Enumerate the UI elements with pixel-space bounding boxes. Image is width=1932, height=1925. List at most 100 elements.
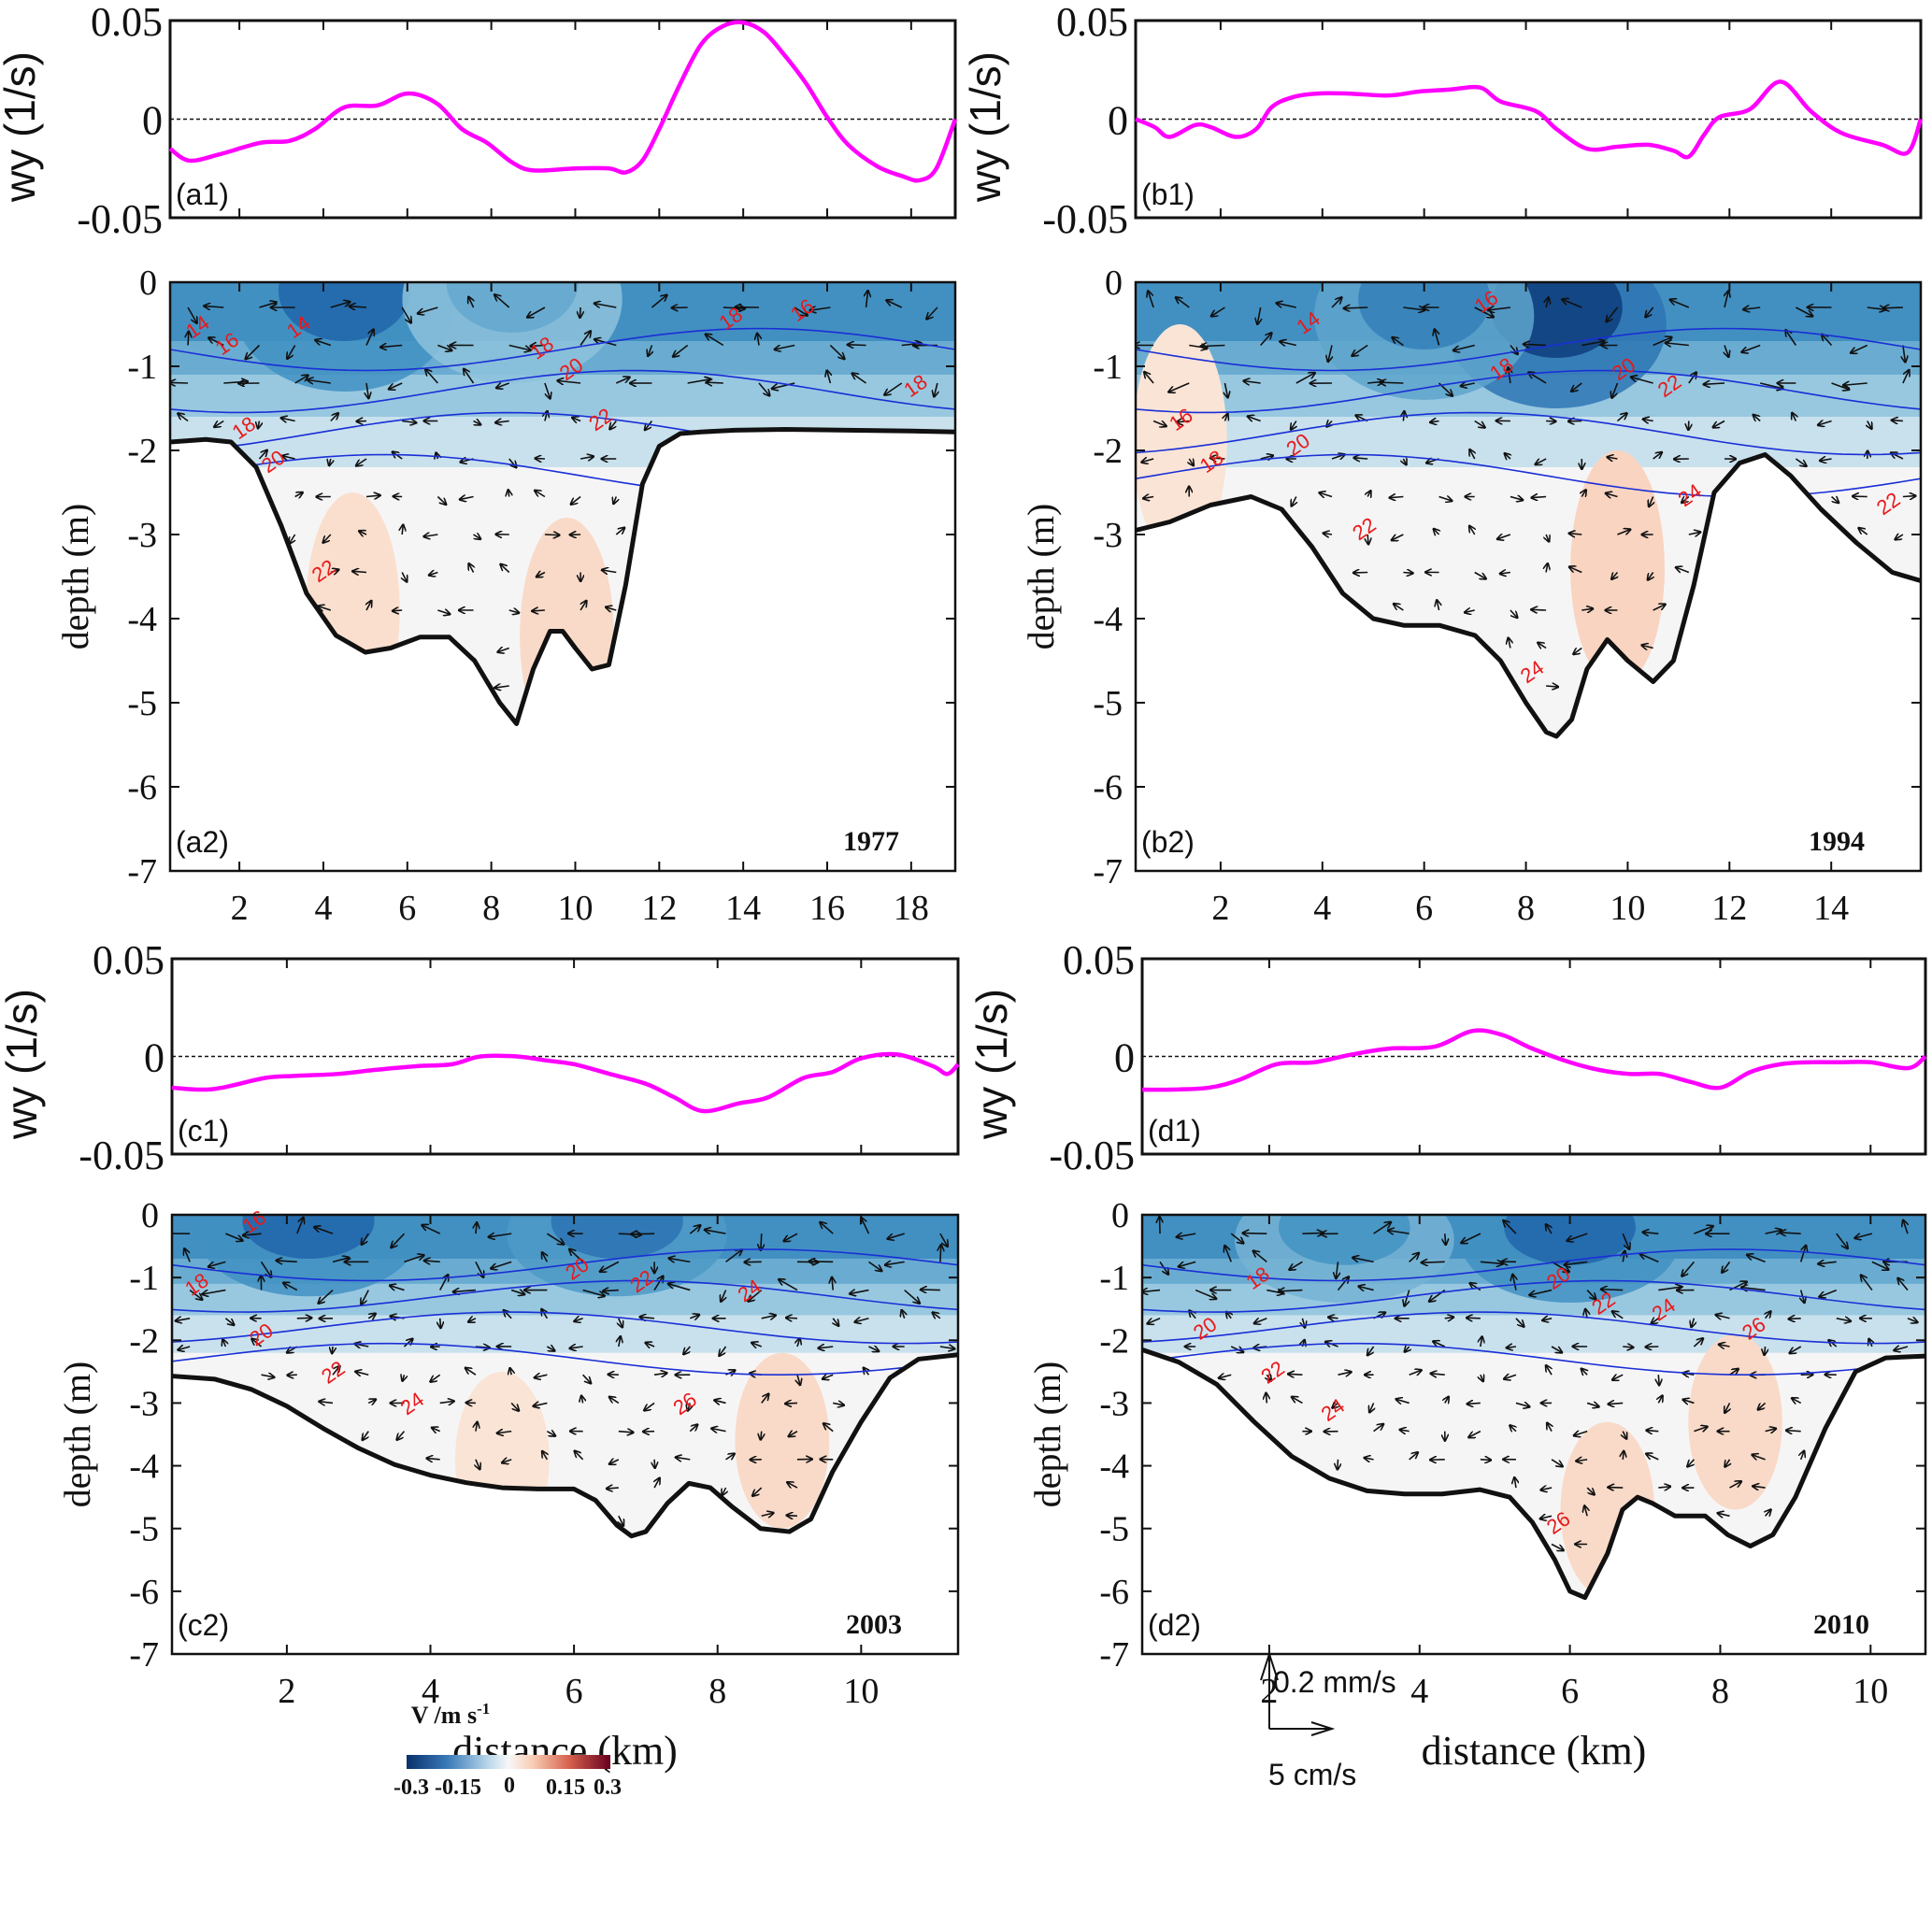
- y-tick-label: -6: [1099, 1573, 1129, 1612]
- velocity-arrow: [1210, 458, 1225, 459]
- velocity-arrow: [1292, 1397, 1303, 1405]
- velocity-arrow: [557, 380, 581, 383]
- velocity-arrow: [465, 1368, 477, 1376]
- velocity-arrow: [1648, 572, 1653, 580]
- velocity-arrow: [1353, 458, 1368, 459]
- velocity-arrow: [1903, 1220, 1908, 1234]
- isotherm-contour: [172, 1342, 958, 1376]
- velocity-arrow: [1758, 1402, 1767, 1409]
- y-axis-label: depth (m): [54, 504, 96, 650]
- velocity-arrow: [1224, 382, 1227, 398]
- velocity-arrow: [1795, 307, 1812, 316]
- axes-frame: [168, 280, 957, 873]
- velocity-arrow: [1611, 573, 1617, 579]
- velocity-arrow: [761, 1513, 774, 1516]
- velocity-arrow: [602, 570, 617, 573]
- velocity-arrow: [711, 1429, 726, 1432]
- velocity-arrow: [757, 334, 759, 346]
- velocity-arrow: [639, 1317, 655, 1318]
- velocity-arrow: [1510, 497, 1523, 501]
- velocity-arrow: [436, 495, 446, 505]
- y-tick-label: -2: [1099, 1321, 1129, 1361]
- x-tick-label: 12: [641, 889, 677, 928]
- velocity-arrow: [422, 1225, 441, 1234]
- positive-velocity-patch: [454, 1371, 550, 1536]
- x-tick-label: 10: [557, 889, 593, 928]
- y-tick-label: -3: [129, 1384, 159, 1423]
- y-tick-label: -3: [127, 516, 157, 555]
- velocity-arrow: [418, 307, 438, 314]
- velocity-arrow: [1688, 372, 1696, 384]
- velocity-arrow: [1373, 1424, 1384, 1433]
- velocity-arrow: [1713, 420, 1725, 428]
- velocity-arrow: [1260, 455, 1274, 459]
- velocity-arrow: [1481, 1336, 1482, 1348]
- x-tick-label: 10: [1610, 889, 1645, 928]
- velocity-arrow: [581, 1396, 583, 1404]
- velocity-arrow: [1586, 1403, 1599, 1406]
- velocity-arrow: [645, 1343, 655, 1347]
- velocity-arrow: [436, 452, 437, 459]
- velocity-arrow: [432, 1428, 441, 1432]
- panel-label: (a2): [176, 825, 229, 859]
- velocity-arrow: [527, 307, 546, 318]
- y-tick-label: -1: [1093, 348, 1123, 387]
- velocity-arrow: [1404, 1290, 1410, 1306]
- y-tick-label: -2: [1093, 432, 1123, 471]
- y-tick-label: 0.05: [93, 937, 165, 983]
- velocity-arrow: [365, 495, 380, 496]
- velocity-arrow: [1148, 291, 1154, 308]
- y-tick-label: -2: [127, 432, 157, 471]
- velocity-arrow: [502, 1460, 512, 1463]
- velocity-arrow: [1694, 1427, 1707, 1432]
- velocity-arrow: [1179, 1261, 1196, 1266]
- velocity-arrow: [1364, 1458, 1374, 1460]
- isotherm-contour: [172, 1311, 958, 1345]
- velocity-arrow: [1504, 1375, 1517, 1379]
- velocity-arrow: [1574, 1432, 1588, 1436]
- velocity-arrow: [761, 1316, 776, 1319]
- velocity-arrow: [1219, 1375, 1232, 1378]
- velocity-arrow: [184, 1248, 191, 1262]
- isotherm-contour: [170, 369, 955, 414]
- velocity-arrow: [1143, 497, 1154, 499]
- y-tick-label: -0.05: [1042, 196, 1128, 242]
- velocity-arrow: [535, 458, 545, 459]
- velocity-arrow: [1399, 1430, 1410, 1432]
- velocity-arrow: [497, 649, 509, 652]
- velocity-arrow: [854, 1319, 869, 1322]
- velocity-arrow: [1729, 1481, 1742, 1489]
- velocity-arrow: [823, 1375, 834, 1379]
- x-tick-label: 6: [1561, 1672, 1579, 1711]
- velocity-arrow: [500, 564, 510, 574]
- colorbar-gradient: [407, 1755, 610, 1769]
- velocity-arrow: [1547, 1423, 1552, 1433]
- velocity-arrow: [508, 490, 509, 496]
- isotherm-contour: [1142, 1248, 1925, 1282]
- velocity-arrow: [1319, 492, 1333, 496]
- velocity-arrow: [1344, 307, 1368, 308]
- velocity-arrow: [1631, 377, 1653, 384]
- velocity-arrow: [476, 1459, 480, 1470]
- velocity-arrow: [1469, 449, 1474, 460]
- velocity-arrow: [1719, 1345, 1730, 1347]
- velocity-arrow: [1819, 1289, 1838, 1297]
- velocity-arrow: [1403, 459, 1406, 464]
- bathymetry-line: [1141, 1347, 1926, 1601]
- velocity-arrow: [1224, 414, 1227, 421]
- velocity-arrow: [260, 1261, 272, 1276]
- velocity-arrow: [867, 1261, 881, 1271]
- velocity-arrow: [1512, 1275, 1516, 1290]
- negative-velocity-core: [551, 1215, 683, 1259]
- velocity-arrow: [1617, 530, 1630, 535]
- velocity-arrow: [546, 1432, 555, 1436]
- velocity-arrow: [1676, 567, 1690, 572]
- year-label: 2003: [846, 1609, 902, 1640]
- velocity-arrow: [508, 344, 531, 350]
- positive-velocity-patch: [1688, 1333, 1782, 1510]
- velocity-arrow: [619, 1318, 623, 1328]
- velocity-arrow: [618, 1432, 634, 1433]
- velocity-arrow: [1177, 1233, 1196, 1237]
- velocity-arrow: [1608, 1403, 1624, 1404]
- velocity-arrow: [772, 382, 795, 389]
